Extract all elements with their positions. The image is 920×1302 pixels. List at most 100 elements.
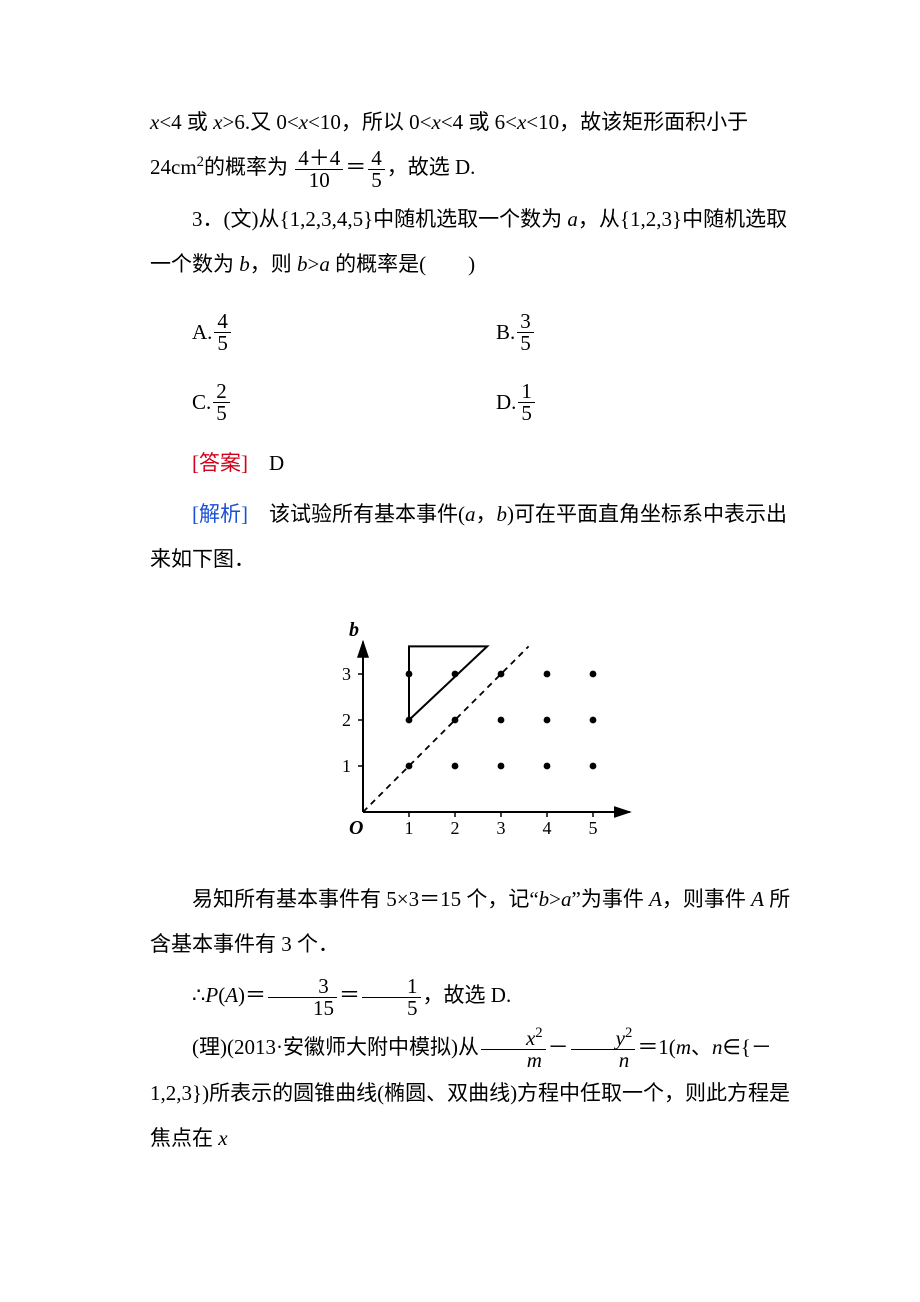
p-after-chart: 易知所有基本事件有 5×3＝15 个，记“b>a”为事件 A，则事件 A 所含基… [150, 877, 800, 967]
opt-label: A. [192, 310, 212, 355]
t: 该试验所有基本事件( [248, 502, 465, 526]
svg-text:1: 1 [342, 756, 351, 776]
analysis-label: [解析] [192, 502, 248, 526]
var-A: A [649, 887, 662, 911]
denominator: n [571, 1049, 636, 1071]
svg-text:O: O [349, 817, 363, 839]
var-m: m [676, 1035, 691, 1059]
numerator: 1 [362, 976, 421, 997]
t: >6.又 0< [223, 110, 299, 134]
var-x: x [299, 110, 308, 134]
denominator: 5 [368, 169, 385, 191]
var-a: a [567, 207, 578, 231]
denominator: m [481, 1049, 546, 1071]
denominator: 5 [518, 402, 535, 424]
sup-2: 2 [197, 154, 204, 170]
var-y: y [616, 1026, 625, 1050]
var-b: b [297, 252, 308, 276]
t: <4 或 [159, 110, 213, 134]
var-b: b [239, 252, 250, 276]
var-b: b [497, 502, 508, 526]
chart-container: 12345123Oab [150, 597, 800, 857]
eq: ＝ [339, 983, 360, 1007]
fraction: 3 5 [517, 311, 534, 354]
sup-2: 2 [535, 1025, 542, 1041]
numerator: 1 [518, 381, 535, 402]
numerator: 4 [214, 311, 231, 332]
fraction: y2 n [571, 1026, 636, 1071]
fraction: 4＋4 10 [295, 148, 343, 191]
fraction: 1 5 [518, 381, 535, 424]
t: ＝1( [637, 1035, 676, 1059]
var-A: A [751, 887, 764, 911]
var-n: n [712, 1035, 723, 1059]
dot: 、 [691, 1035, 712, 1059]
var-x: x [517, 110, 526, 134]
t: ，则事件 [662, 887, 751, 911]
t: <10，所以 0< [308, 110, 431, 134]
var-x: x [218, 1126, 227, 1150]
t: ”为事件 [572, 887, 650, 911]
opt-label: C. [192, 380, 211, 425]
option-D: D. 1 5 [496, 367, 800, 437]
p-calc: ∴P(A)＝ 3 15 ＝ 1 5 ，故选 D. [150, 973, 800, 1019]
eq: ＝ [345, 155, 366, 179]
denominator: 5 [213, 402, 230, 424]
svg-text:3: 3 [497, 818, 506, 838]
var-A: A [225, 983, 238, 1007]
opt-label: D. [496, 380, 516, 425]
var-a: a [319, 252, 330, 276]
svg-text:1: 1 [405, 818, 414, 838]
denominator: 15 [268, 997, 337, 1019]
answer-value: D [248, 451, 284, 475]
option-A: A. 4 5 [192, 297, 496, 367]
var-P: P [205, 983, 218, 1007]
fraction: 4 5 [368, 148, 385, 191]
analysis-line: [解析] 该试验所有基本事件(a，b)可在平面直角坐标系中表示出来如下图． [150, 492, 800, 582]
svg-text:b: b [349, 618, 359, 640]
svg-text:4: 4 [543, 818, 552, 838]
numerator: 3 [517, 311, 534, 332]
var-b: b [539, 887, 550, 911]
q3-stem: 3．(文)从{1,2,3,4,5}中随机选取一个数为 a，从{1,2,3}中随机… [150, 197, 800, 287]
denominator: 10 [295, 169, 343, 191]
numerator: y2 [571, 1026, 636, 1049]
var-x: x [526, 1026, 535, 1050]
denominator: 5 [214, 332, 231, 354]
svg-text:2: 2 [451, 818, 460, 838]
var-x: x [150, 110, 159, 134]
fraction: 2 5 [213, 381, 230, 424]
fraction: 4 5 [214, 311, 231, 354]
fraction: 3 15 [268, 976, 337, 1019]
t: <4 或 6< [441, 110, 517, 134]
svg-text:5: 5 [589, 818, 598, 838]
t: ，故选 D. [423, 983, 512, 1007]
denominator: 5 [362, 997, 421, 1019]
svg-text:2: 2 [342, 710, 351, 730]
numerator: 3 [268, 976, 337, 997]
t: (理)(2013·安徽师大附中模拟)从 [192, 1035, 479, 1059]
t: ，故选 D. [387, 155, 476, 179]
svg-text:3: 3 [342, 664, 351, 684]
answer-line: [答案] D [150, 441, 800, 486]
fraction: 1 5 [362, 976, 421, 1019]
answer-label: [答案] [192, 451, 248, 475]
var-x: x [213, 110, 222, 134]
t: ，则 [250, 252, 297, 276]
opt-label: B. [496, 310, 515, 355]
fraction: x2 m [481, 1026, 546, 1071]
scatter-chart: 12345123Oab [315, 597, 635, 857]
t: 3．(文)从{1,2,3,4,5}中随机选取一个数为 [192, 207, 567, 231]
sep: ， [476, 502, 497, 526]
minus: － [548, 1035, 569, 1059]
sup-2: 2 [625, 1025, 632, 1041]
q-li-stem: (理)(2013·安徽师大附中模拟)从 x2 m － y2 n ＝1(m、n∈{… [150, 1025, 800, 1162]
t: 易知所有基本事件有 5×3＝15 个，记“ [192, 887, 539, 911]
var-a: a [465, 502, 476, 526]
t: 的概率为 [204, 155, 288, 179]
numerator: 2 [213, 381, 230, 402]
options-grid: A. 4 5 B. 3 5 C. 2 5 D. 1 5 [192, 297, 800, 437]
denominator: 5 [517, 332, 534, 354]
var-a: a [561, 887, 572, 911]
rp: )＝ [238, 983, 266, 1007]
